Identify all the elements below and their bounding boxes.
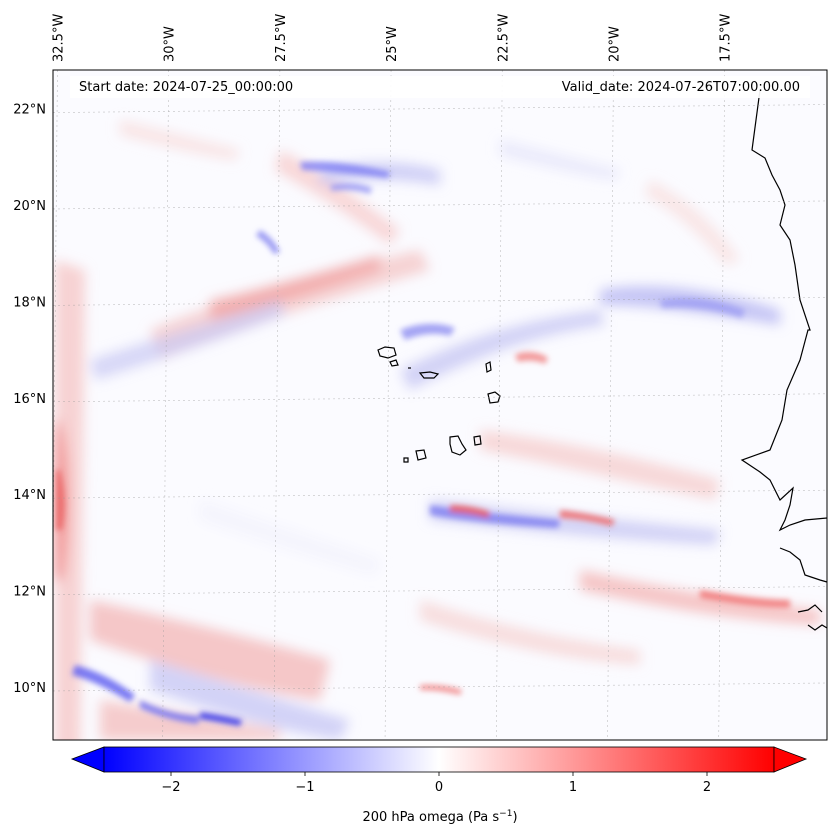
- lon-gridline: [718, 70, 725, 740]
- lat-tick-label: 12°N: [13, 585, 46, 600]
- lon-tick-label: 17.5°W: [719, 14, 734, 62]
- lon-gridline: [273, 70, 281, 740]
- colorbar-label-main: 200 hPa omega (Pa s: [362, 810, 499, 825]
- colorbar-tick-label: 2: [703, 780, 711, 795]
- lon-gridline: [384, 70, 392, 740]
- colorbar-tick-label: 0: [435, 780, 443, 795]
- colorbar-extend-high: [773, 746, 808, 773]
- lat-gridline: [53, 393, 827, 403]
- colorbar-gradient: [103, 746, 775, 773]
- lon-gridline: [53, 70, 58, 601]
- map-frame: [52, 69, 828, 741]
- colorbar-tick-label: −1: [295, 780, 314, 795]
- colorbar-label: 200 hPa omega (Pa s−1): [362, 809, 517, 825]
- gridlines: [53, 70, 827, 740]
- lat-gridline: [53, 586, 827, 595]
- colorbar-tick-label: 1: [569, 780, 577, 795]
- lat-tick-label: 22°N: [13, 103, 46, 118]
- lat-tick-label: 10°N: [13, 681, 46, 696]
- cape-verde-islands: [377, 346, 501, 463]
- lon-gridline: [607, 70, 614, 740]
- lon-gridline: [162, 70, 169, 740]
- date-strip: [70, 76, 810, 98]
- colorbar-label-tail: ): [512, 810, 517, 825]
- lat-tick-label: 20°N: [13, 199, 46, 214]
- lon-tick-label: 25°W: [385, 26, 400, 62]
- colorbar-extend-low: [70, 746, 105, 773]
- longitude-labels: 32.5°W 30°W 27.5°W 25°W 22.5°W 20°W 17.5°W: [51, 14, 733, 62]
- map-panel: Start date: 2024-07-25_00:00:00 Valid_da…: [52, 69, 828, 741]
- lon-tick-label: 27.5°W: [274, 14, 289, 62]
- lon-tick-label: 30°W: [163, 26, 178, 62]
- lat-gridline: [53, 682, 827, 692]
- latitude-labels: 22°N 20°N 18°N 16°N 14°N 12°N 10°N: [13, 103, 46, 696]
- colorbar: −2 −1 0 1 2 200 hPa omega (Pa s−1): [70, 746, 808, 825]
- lat-gridline: [53, 104, 827, 113]
- valid-date-label: Valid_date: 2024-07-26T07:00:00.00: [562, 80, 800, 95]
- lon-tick-label: 32.5°W: [51, 14, 66, 62]
- lat-tick-label: 18°N: [13, 295, 46, 310]
- lat-tick-label: 14°N: [13, 488, 46, 503]
- lon-tick-label: 20°W: [607, 26, 622, 62]
- colorbar-ticks: −2 −1 0 1 2: [161, 772, 711, 795]
- lat-gridline: [53, 200, 827, 210]
- lat-gridline: [53, 297, 827, 306]
- lon-tick-label: 22.5°W: [496, 14, 511, 62]
- lon-gridline: [495, 70, 503, 740]
- start-date-label: Start date: 2024-07-25_00:00:00: [79, 80, 293, 95]
- colorbar-label-exponent: −1: [499, 809, 512, 819]
- colorbar-tick-label: −2: [161, 780, 180, 795]
- coastline: [740, 89, 827, 631]
- lat-tick-label: 16°N: [13, 392, 46, 407]
- lat-gridline: [53, 489, 827, 499]
- omega-field: [55, 89, 827, 740]
